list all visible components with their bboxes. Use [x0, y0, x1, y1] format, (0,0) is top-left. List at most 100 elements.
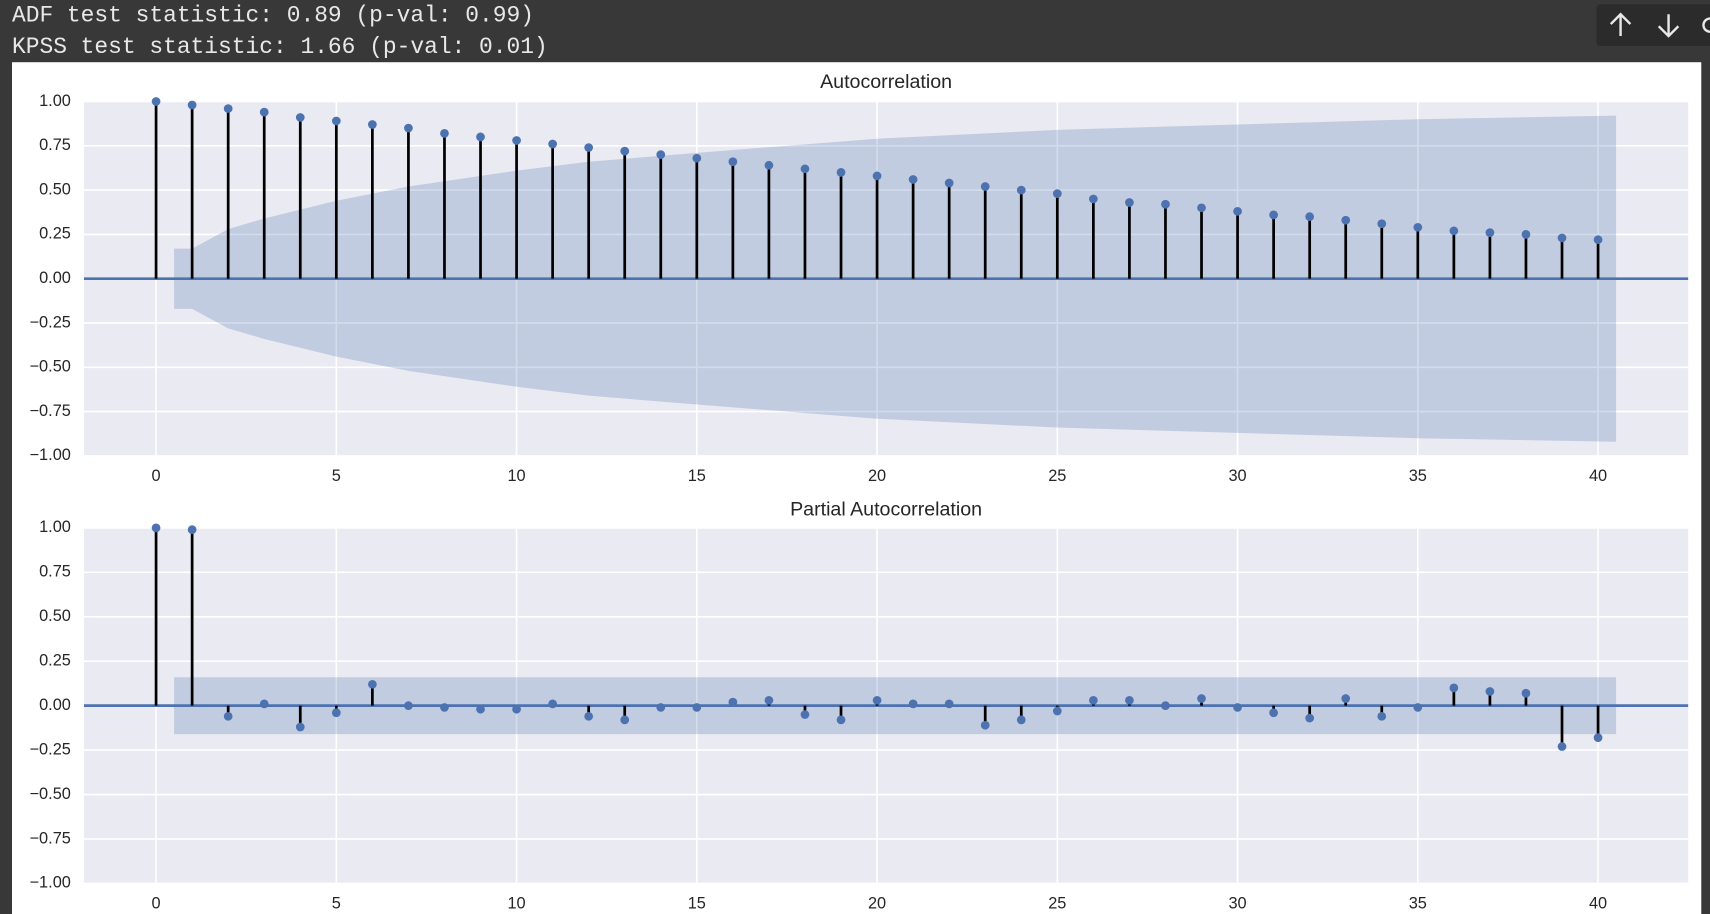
- stem-marker: [151, 523, 161, 533]
- x-tick-label: 35: [1409, 467, 1427, 485]
- stem-marker: [512, 704, 521, 714]
- stem-marker: [620, 146, 630, 156]
- stem-marker: [1197, 203, 1206, 213]
- y-tick-label: 0.00: [39, 269, 71, 287]
- stem-marker: [944, 178, 954, 188]
- y-tick-label: 0.25: [39, 652, 71, 670]
- y-tick-label: 0.75: [39, 136, 71, 154]
- stem-marker: [1341, 215, 1351, 225]
- stem-marker: [836, 168, 846, 177]
- stem-marker: [187, 525, 197, 535]
- stem-marker: [728, 157, 738, 167]
- stem-marker: [1485, 228, 1495, 237]
- stem-marker: [476, 704, 485, 714]
- stem-marker: [512, 136, 521, 145]
- stem-marker: [1233, 206, 1242, 216]
- x-tick-label: 10: [507, 467, 525, 485]
- stem-marker: [1521, 688, 1531, 698]
- stem-marker: [656, 703, 666, 712]
- x-tick-label: 5: [332, 894, 341, 912]
- toolbar-box: [1596, 4, 1710, 46]
- y-tick-label: 0.50: [39, 180, 71, 198]
- stem-marker: [584, 143, 594, 152]
- stem-marker: [584, 711, 594, 721]
- stem-marker: [1413, 222, 1423, 232]
- y-tick-label: −0.25: [30, 740, 71, 758]
- chart-title: Partial Autocorrelation: [790, 499, 982, 521]
- y-tick-label: −0.75: [30, 402, 71, 420]
- confidence-band: [174, 115, 1617, 279]
- stem-marker: [1341, 694, 1351, 703]
- x-tick-label: 20: [868, 467, 886, 485]
- stem-marker: [872, 695, 882, 705]
- stem-marker: [692, 153, 702, 163]
- stem-marker: [1557, 233, 1567, 243]
- stem-marker: [1305, 212, 1315, 222]
- stem-marker: [440, 703, 449, 712]
- stem-marker: [368, 679, 377, 689]
- stem-marker: [404, 701, 413, 711]
- x-tick-label: 25: [1048, 467, 1066, 485]
- stem-marker: [1449, 226, 1459, 236]
- stem-marker: [1052, 706, 1062, 716]
- stem-marker: [259, 107, 269, 117]
- x-tick-label: 0: [152, 894, 161, 912]
- output-line: KPSS test statistic: 1.66 (p-val: 0.01): [12, 34, 548, 60]
- x-tick-label: 40: [1589, 467, 1607, 485]
- y-tick-label: 1.00: [39, 92, 71, 110]
- x-tick-label: 20: [868, 894, 886, 912]
- x-tick-label: 40: [1589, 894, 1607, 912]
- y-tick-label: −0.50: [30, 785, 71, 803]
- stem-marker: [800, 710, 810, 719]
- stem-marker: [1089, 194, 1098, 204]
- stem-marker: [368, 120, 377, 129]
- confidence-band: [174, 705, 1617, 735]
- stem-marker: [1593, 235, 1603, 245]
- stem-marker: [980, 182, 990, 191]
- x-tick-label: 30: [1228, 894, 1246, 912]
- stem-marker: [1521, 230, 1531, 239]
- stem-marker: [908, 175, 918, 184]
- stem-marker: [1449, 683, 1459, 693]
- y-tick-label: −1.00: [30, 446, 71, 464]
- stem-marker: [728, 697, 738, 707]
- stem-marker: [764, 695, 774, 705]
- stem-marker: [1557, 742, 1567, 751]
- stem-marker: [331, 708, 341, 718]
- stem-marker: [908, 699, 918, 709]
- stem-marker: [1377, 219, 1387, 229]
- x-tick-label: 15: [688, 467, 706, 485]
- stem-marker: [1161, 701, 1170, 711]
- stem-marker: [331, 116, 341, 126]
- stem-marker: [764, 160, 774, 170]
- stem-marker: [1197, 694, 1206, 703]
- output-line: ADF test statistic: 0.89 (p-val: 0.99): [12, 2, 534, 28]
- stem-marker: [836, 715, 846, 725]
- x-tick-label: 25: [1048, 894, 1066, 912]
- x-tick-label: 30: [1228, 467, 1246, 485]
- move-down-button[interactable]: [1657, 14, 1680, 38]
- stem-marker: [1016, 185, 1026, 195]
- stem-marker: [1016, 715, 1026, 725]
- move-up-button[interactable]: [1609, 12, 1632, 37]
- stem-marker: [223, 104, 233, 113]
- stem-marker: [980, 720, 990, 730]
- stem-marker: [620, 715, 630, 725]
- stem-marker: [295, 113, 305, 122]
- stem-marker: [1269, 210, 1278, 220]
- stem-marker: [944, 699, 954, 709]
- y-tick-label: 0.00: [39, 696, 71, 714]
- y-tick-label: −0.75: [30, 829, 71, 847]
- x-tick-label: 35: [1409, 894, 1427, 912]
- stem-marker: [1305, 713, 1315, 723]
- chart-title: Autocorrelation: [820, 71, 952, 93]
- stem-marker: [259, 699, 269, 709]
- y-tick-label: 0.50: [39, 607, 71, 625]
- more-button[interactable]: [1702, 17, 1710, 33]
- stem-marker: [872, 171, 882, 181]
- stem-marker: [1233, 703, 1242, 712]
- stem-marker: [656, 150, 666, 160]
- y-tick-label: 1.00: [39, 518, 71, 536]
- stem-marker: [1161, 199, 1170, 209]
